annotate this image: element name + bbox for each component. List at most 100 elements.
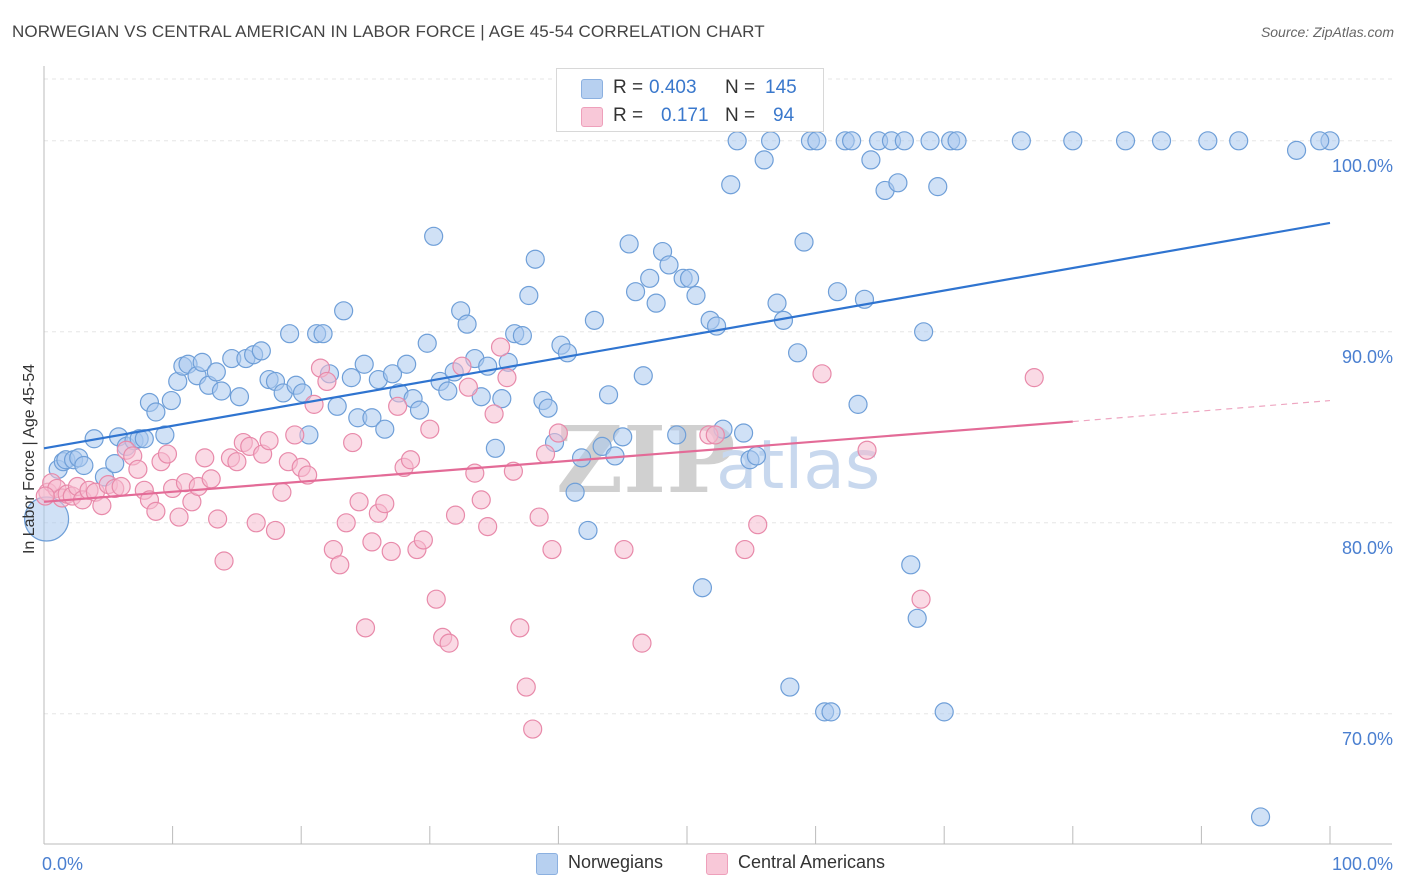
- central-american-point: [614, 539, 634, 560]
- central-american-point: [111, 476, 131, 497]
- norwegian-point: [375, 419, 395, 439]
- norwegian-point: [613, 427, 633, 447]
- norwegian-point: [721, 175, 741, 195]
- norwegian-point: [492, 389, 512, 409]
- norwegian-point: [327, 396, 347, 416]
- central-american-point: [458, 377, 478, 397]
- central-american-point: [632, 633, 652, 653]
- norwegian-point: [659, 255, 679, 275]
- central-american-point: [330, 555, 350, 575]
- norwegian-point: [512, 326, 532, 346]
- norwegian-point: [485, 438, 505, 458]
- norwegian-point: [787, 343, 808, 363]
- norwegian-point: [571, 448, 592, 468]
- norwegian-point: [598, 385, 619, 405]
- norwegian-point: [780, 677, 800, 697]
- norwegian-point: [538, 398, 558, 418]
- norwegian-point: [646, 293, 666, 313]
- legend-r-value: 0.403: [649, 77, 697, 98]
- norwegian-point: [894, 131, 914, 151]
- trend-lines: [43, 221, 1331, 503]
- norwegian-point: [417, 333, 437, 353]
- norwegian-point: [409, 400, 430, 420]
- central-american-point: [484, 404, 504, 424]
- norwegian-point: [807, 131, 827, 151]
- central-american-point: [490, 337, 511, 357]
- legend-label-central-americans: Central Americans: [738, 852, 886, 872]
- norwegian-point: [619, 234, 639, 254]
- central-american-point: [298, 465, 318, 485]
- y-tick-label: 90.0%: [1342, 347, 1393, 367]
- norwegian-point: [633, 366, 653, 386]
- norwegian-point: [192, 352, 212, 372]
- norwegian-point: [557, 343, 578, 363]
- norwegian-point: [760, 131, 781, 151]
- central-american-point: [445, 505, 466, 525]
- central-american-point: [911, 589, 931, 609]
- norwegian-point: [565, 482, 585, 502]
- y-tick-labels: 70.0% 80.0% 90.0% 100.0%: [1332, 156, 1393, 749]
- central-american-point: [317, 371, 337, 392]
- norwegian-point: [640, 268, 660, 288]
- legend-swatch-central-americans: [706, 853, 728, 875]
- correlation-legend: R = 0.403 N = 145 R = 0.171 N = 94: [556, 68, 824, 132]
- norwegian-point: [341, 368, 361, 388]
- central-american-point: [259, 431, 279, 451]
- norwegian-point: [914, 322, 934, 342]
- central-american-point: [452, 356, 472, 376]
- central-american-point: [705, 425, 725, 445]
- data-points: [23, 131, 1340, 827]
- norwegian-point: [211, 381, 232, 401]
- norwegian-point: [754, 150, 774, 170]
- norwegian-point: [471, 387, 491, 407]
- y-tick-label: 70.0%: [1342, 729, 1393, 749]
- norwegian-point: [928, 177, 948, 197]
- legend-row-norwegians: R = 0.403 N = 145: [557, 73, 823, 101]
- central-american-point: [748, 515, 768, 535]
- central-american-point: [529, 507, 549, 527]
- central-american-point: [516, 677, 536, 697]
- norwegian-point: [794, 232, 814, 252]
- central-american-point: [349, 492, 369, 512]
- norwegian-point: [934, 702, 954, 722]
- norwegian-point: [280, 324, 300, 344]
- central-american-point: [157, 444, 178, 464]
- norwegian-point: [382, 364, 403, 384]
- central-american-point: [169, 507, 189, 527]
- norwegian-point: [334, 301, 354, 321]
- central-american-point: [400, 450, 421, 470]
- norwegian-point: [827, 282, 848, 302]
- legend-label-norwegians: Norwegians: [568, 852, 664, 872]
- norwegian-point: [146, 402, 166, 422]
- central-american-point: [503, 461, 523, 481]
- norwegian-point: [1115, 131, 1136, 151]
- source-label: Source: ZipAtlas.com: [1260, 24, 1394, 40]
- norwegian-point: [313, 324, 333, 344]
- norwegian-point: [625, 282, 646, 302]
- x-tick-labels: 0.0% 100.0%: [42, 854, 1393, 874]
- central-american-trend-line: [43, 420, 1073, 503]
- norwegian-point: [584, 310, 605, 330]
- central-american-point: [439, 633, 459, 653]
- central-american-point: [535, 444, 556, 464]
- norwegian-point: [251, 341, 271, 361]
- norwegian-point: [354, 354, 374, 374]
- y-axis-label: In Labor Force | Age 45-54: [21, 364, 38, 554]
- norwegian-point: [920, 131, 940, 151]
- norwegian-point: [206, 362, 226, 382]
- legend-swatch-pink: [581, 107, 603, 127]
- norwegian-point: [1198, 131, 1218, 151]
- legend-swatch-norwegians: [536, 853, 558, 875]
- central-american-point: [478, 517, 498, 537]
- central-american-point: [195, 448, 215, 468]
- central-american-point: [362, 532, 382, 552]
- central-american-point: [128, 459, 148, 479]
- central-american-point: [812, 364, 832, 384]
- central-american-point: [471, 490, 491, 510]
- central-american-point: [510, 618, 530, 638]
- central-american-point: [285, 425, 305, 445]
- norwegian-point: [525, 249, 545, 269]
- legend-swatch-blue: [581, 79, 603, 99]
- central-american-point: [336, 513, 356, 533]
- central-american-point: [343, 432, 363, 453]
